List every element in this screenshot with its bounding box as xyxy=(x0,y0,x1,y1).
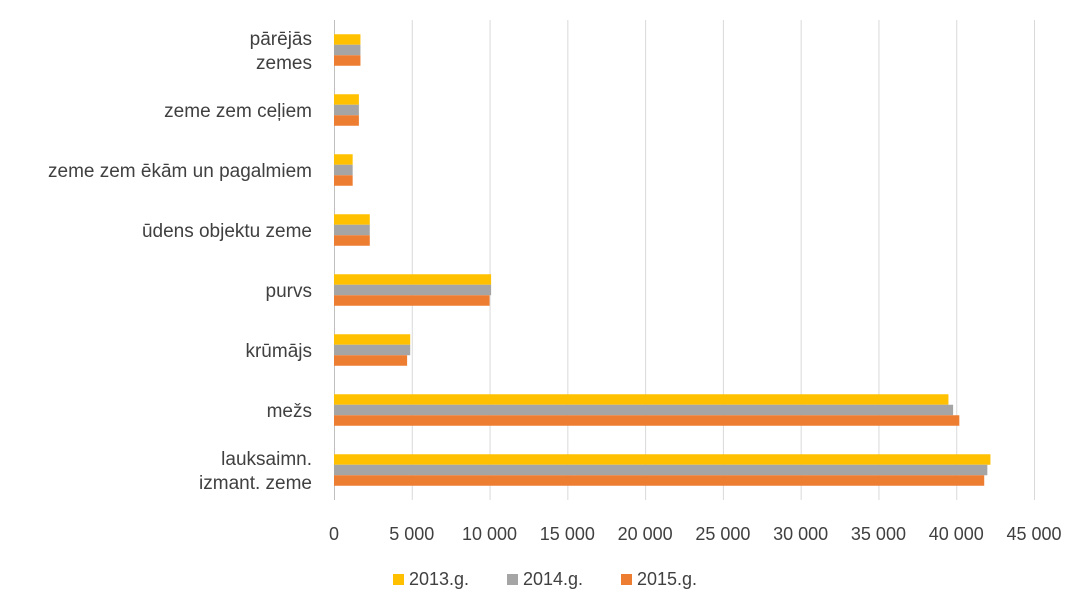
bar xyxy=(334,55,361,66)
x-tick-label: 30 000 xyxy=(773,524,828,544)
category-label: izmant. zeme xyxy=(199,473,312,494)
legend: 2013.g. 2014.g. 2015.g. xyxy=(393,569,697,589)
bar xyxy=(334,34,361,45)
bar xyxy=(334,214,370,225)
legend-label: 2015.g. xyxy=(637,569,697,589)
x-tick-label: 5 000 xyxy=(389,524,434,544)
bar xyxy=(334,44,361,56)
bar xyxy=(334,415,960,426)
bar xyxy=(334,284,492,296)
bar xyxy=(334,175,353,186)
legend-swatch xyxy=(393,574,404,585)
category-label: lauksaimn. xyxy=(221,449,312,470)
bar xyxy=(334,274,492,285)
category-label: zeme zem ceļiem xyxy=(164,101,312,122)
x-tick-label: 0 xyxy=(329,524,339,544)
bar xyxy=(334,235,370,246)
category-labels: lauksaimn. izmant. zeme mežs krūmājs purvs ūd… xyxy=(48,29,312,494)
bar xyxy=(334,115,359,126)
x-tick-labels: 0 5 000 10 000 15 000 20 000 25 000 30 000 35 0… xyxy=(329,524,1062,544)
gridlines xyxy=(334,20,1035,500)
x-tick-label: 15 000 xyxy=(540,524,595,544)
bar xyxy=(334,355,408,366)
bar xyxy=(334,104,359,116)
bar xyxy=(334,394,949,405)
bars xyxy=(334,34,991,486)
bar xyxy=(334,454,991,465)
legend-label: 2013.g. xyxy=(409,569,469,589)
x-tick-label: 35 000 xyxy=(851,524,906,544)
bar xyxy=(334,154,353,165)
bar xyxy=(334,344,411,356)
bar xyxy=(334,94,359,105)
legend-label: 2014.g. xyxy=(523,569,583,589)
x-tick-label: 45 000 xyxy=(1006,524,1061,544)
category-label: mežs xyxy=(267,401,312,422)
legend-swatch xyxy=(507,574,518,585)
bar xyxy=(334,164,353,176)
category-label: zeme zem ēkām un pagalmiem xyxy=(48,161,312,182)
x-tick-label: 20 000 xyxy=(618,524,673,544)
bar xyxy=(334,404,954,416)
bar xyxy=(334,334,411,345)
bar xyxy=(334,224,370,236)
bar xyxy=(334,475,985,486)
x-tick-label: 40 000 xyxy=(929,524,984,544)
category-label: krūmājs xyxy=(245,341,312,362)
category-label: pārējās xyxy=(250,29,312,50)
category-label: purvs xyxy=(266,281,312,302)
legend-swatch xyxy=(621,574,632,585)
x-tick-label: 25 000 xyxy=(695,524,750,544)
bar xyxy=(334,464,988,476)
bar xyxy=(334,295,490,306)
x-tick-label: 10 000 xyxy=(462,524,517,544)
category-label: zemes xyxy=(256,53,312,74)
category-label: ūdens objektu zeme xyxy=(142,221,312,242)
